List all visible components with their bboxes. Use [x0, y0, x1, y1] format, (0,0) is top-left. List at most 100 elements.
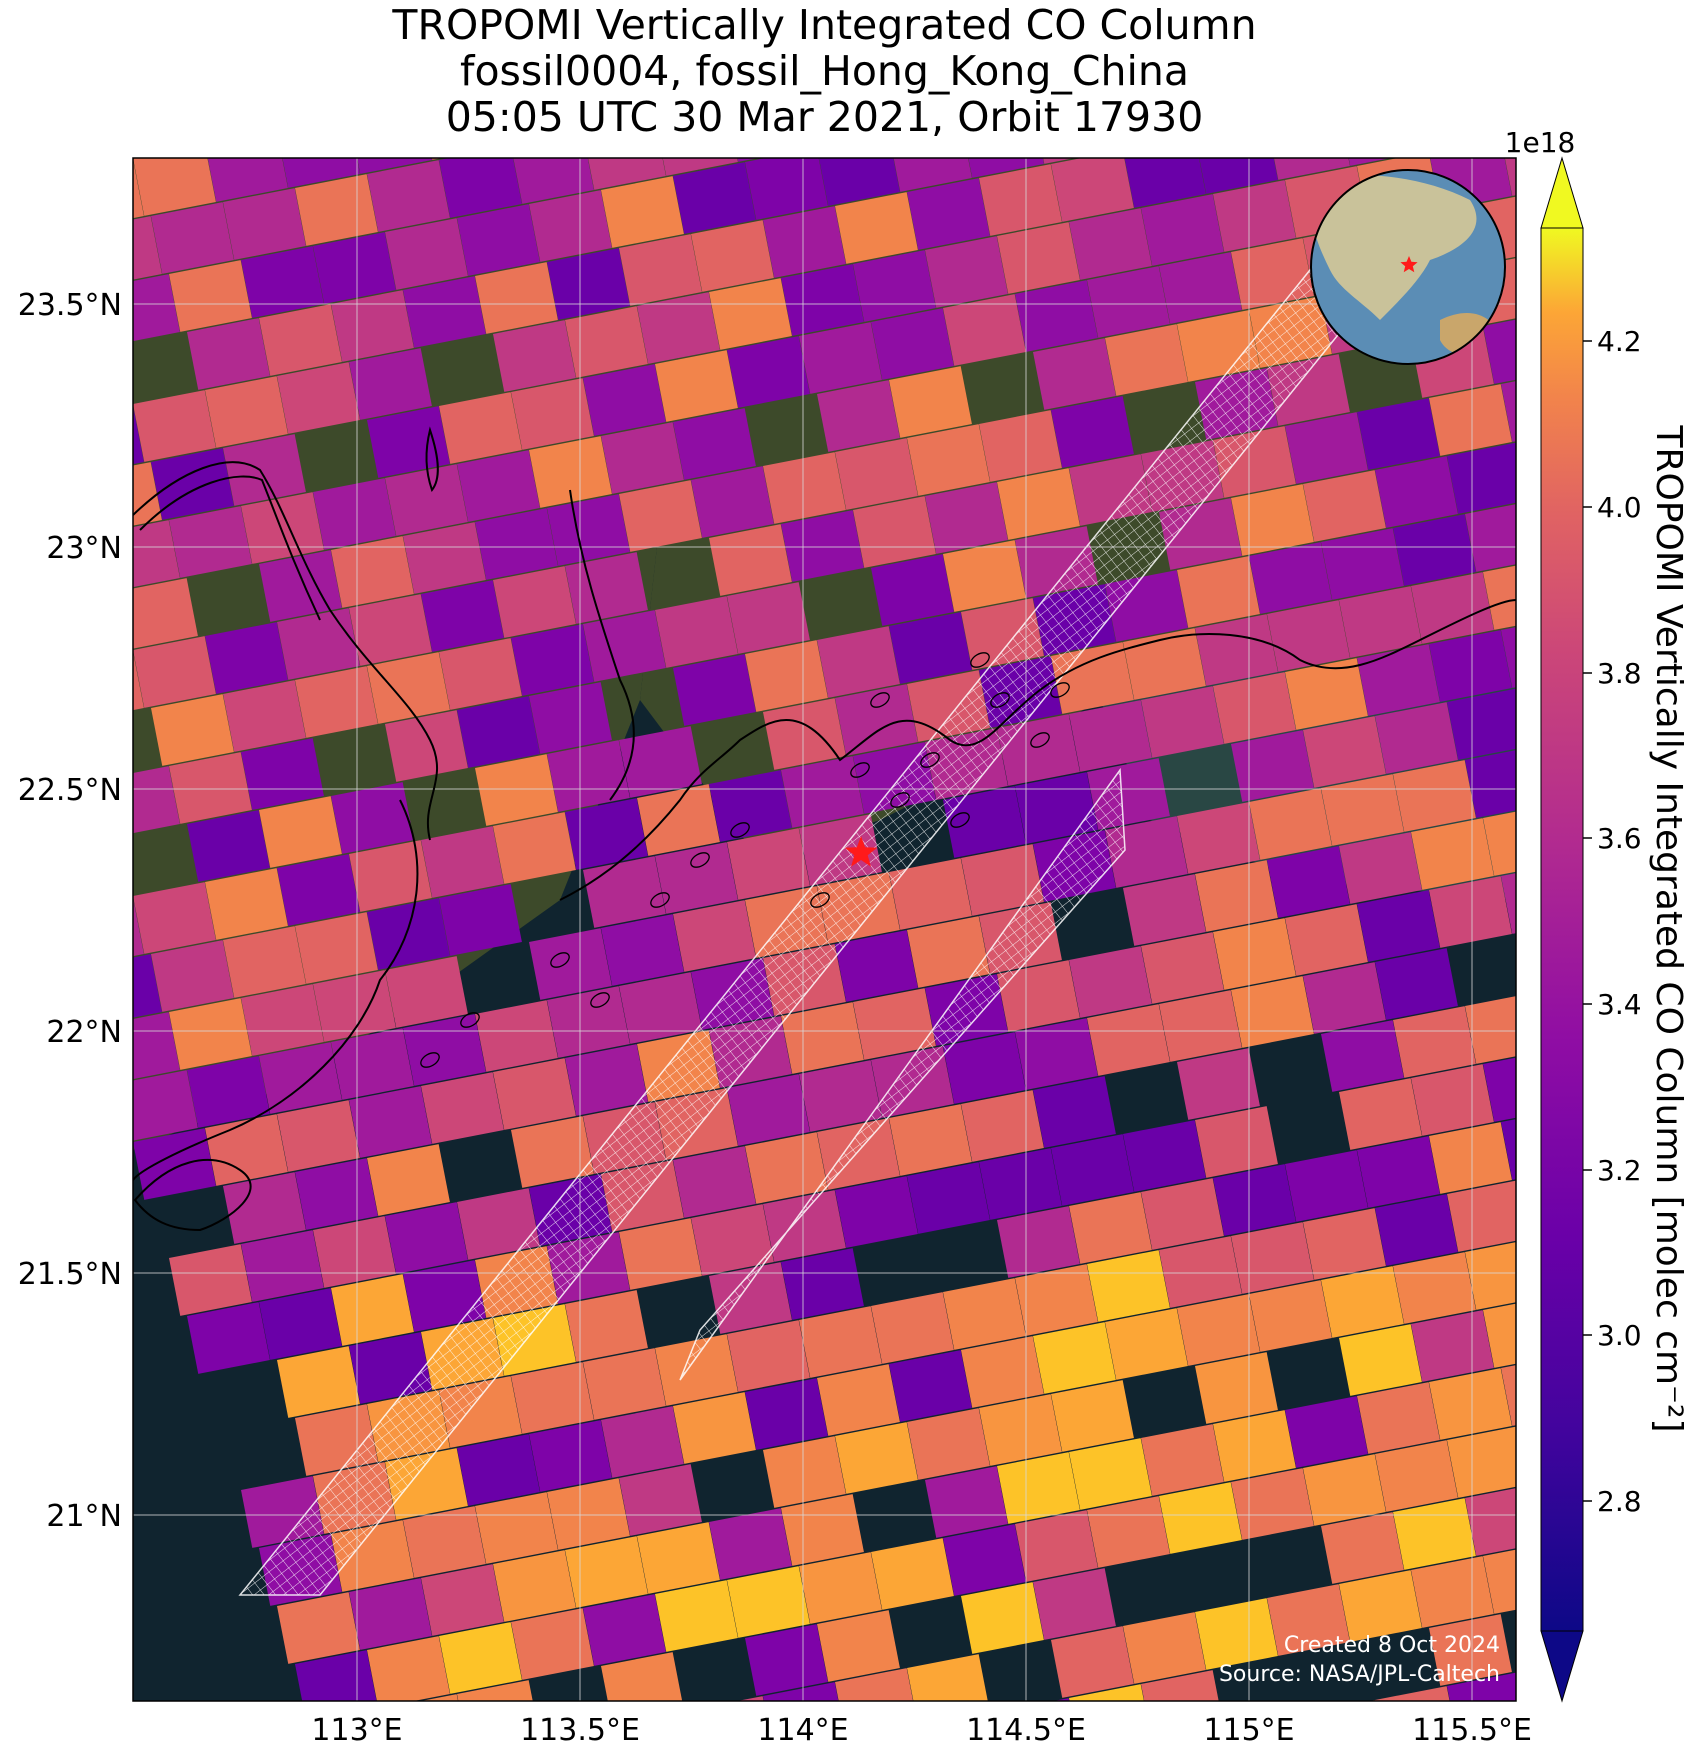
co-pixel	[151, 940, 234, 1012]
co-pixel	[421, 826, 504, 898]
co-pixel	[1339, 1078, 1422, 1150]
globe-asia-landmass	[1311, 175, 1477, 320]
co-pixel	[1051, 1134, 1134, 1206]
co-pixel	[924, 1466, 1008, 1538]
co-pixel	[1393, 1006, 1476, 1078]
co-pixel	[1159, 252, 1242, 324]
co-pixel	[169, 1244, 252, 1316]
co-pixel	[834, 1668, 918, 1701]
co-pixel	[1321, 528, 1404, 600]
co-pixel	[312, 232, 396, 304]
co-pixel	[1033, 1076, 1116, 1148]
co-pixel	[1393, 1498, 1476, 1570]
co-pixel	[816, 1364, 900, 1436]
co-pixel	[853, 496, 936, 568]
colorbar-extend-min	[1540, 1630, 1584, 1703]
co-pixel	[924, 482, 1008, 554]
longitude-tick-labels: 113°E 113.5°E 114°E 114.5°E 115°E 115.5°E	[311, 1713, 1532, 1748]
co-pixel	[817, 1610, 900, 1682]
co-pixel	[169, 260, 252, 332]
co-pixel	[943, 1032, 1026, 1104]
co-pixel	[942, 1524, 1026, 1596]
co-pixel	[258, 304, 342, 376]
co-pixel	[564, 798, 648, 870]
co-pixel	[817, 626, 900, 698]
island-outline	[920, 752, 940, 768]
co-pixel	[1122, 158, 1206, 208]
co-pixel	[1339, 832, 1422, 904]
co-pixel	[1159, 1236, 1242, 1308]
co-pixel	[510, 624, 594, 696]
co-pixel	[1267, 846, 1350, 918]
co-pixel	[763, 206, 846, 278]
co-pixel	[1087, 1496, 1170, 1568]
co-pixel	[457, 1434, 540, 1506]
co-pixel	[313, 1216, 396, 1288]
co-pixel	[1033, 338, 1116, 410]
co-pixel	[618, 234, 702, 306]
island-outline	[870, 692, 890, 708]
co-pixel	[223, 1172, 306, 1244]
co-pixel	[889, 366, 972, 438]
co-pixel	[1249, 542, 1332, 614]
co-pixel	[169, 506, 252, 578]
co-pixel	[852, 988, 936, 1060]
co-pixel	[709, 770, 792, 842]
co-pixel	[259, 1288, 342, 1360]
co-pixel	[1087, 1250, 1170, 1322]
credit-created: Created 8 Oct 2024	[1284, 1633, 1500, 1658]
co-pixel	[1339, 586, 1422, 658]
co-pixel	[241, 738, 324, 810]
co-pixel	[1051, 396, 1134, 468]
island-outline	[850, 762, 870, 778]
co-pixel	[1033, 1568, 1116, 1640]
co-pixel	[547, 986, 630, 1058]
co-pixel	[1447, 688, 1516, 760]
latitude-tick-labels: 23.5°N 23°N 22.5°N 22°N 21.5°N 21°N	[18, 288, 122, 1534]
lon-tick-label: 114°E	[757, 1713, 848, 1748]
co-pixel	[1321, 1266, 1404, 1338]
co-pixel	[1249, 788, 1332, 860]
co-pixel	[1069, 700, 1152, 772]
co-pixel	[1429, 1368, 1512, 1440]
co-pixel	[763, 1682, 846, 1701]
co-pixel	[1429, 876, 1512, 948]
co-pixel	[258, 1042, 342, 1114]
co-pixel	[1014, 1264, 1098, 1336]
co-pixel	[1447, 1672, 1516, 1701]
island-outlines	[420, 652, 1070, 1068]
co-pixel	[1303, 470, 1386, 542]
co-pixel	[133, 1012, 180, 1084]
island-outline	[420, 1052, 440, 1068]
map-title-line2: fossil0004, fossil_Hong_Kong_China	[460, 47, 1189, 95]
co-pixel	[1267, 600, 1350, 672]
lon-tick-label: 114.5°E	[966, 1713, 1086, 1748]
co-pixel	[421, 158, 504, 160]
co-pixel	[744, 1132, 828, 1204]
co-pixel	[637, 292, 720, 364]
island-outline	[990, 692, 1010, 708]
co-pixel	[835, 1176, 918, 1248]
co-pixel	[1447, 442, 1516, 514]
co-pixel	[834, 438, 918, 510]
colorbar-tick-label: 3.4	[1597, 988, 1642, 1021]
co-pixel	[1212, 1410, 1296, 1482]
co-pixel	[1393, 514, 1476, 586]
co-pixel	[133, 216, 162, 288]
co-pixel	[169, 998, 252, 1070]
co-pixel	[1033, 158, 1116, 164]
co-pixel	[691, 466, 774, 538]
co-pixel	[618, 972, 702, 1044]
co-pixel	[331, 1028, 414, 1100]
co-pixel	[511, 1362, 594, 1434]
co-pixel	[1357, 644, 1440, 716]
co-pixel	[1321, 1020, 1404, 1092]
co-pixel	[1231, 484, 1314, 556]
co-pixel	[1339, 1324, 1422, 1396]
co-pixel	[493, 1058, 576, 1130]
co-pixel	[1429, 1122, 1512, 1194]
co-pixel	[133, 1070, 198, 1142]
co-pixel	[1483, 1050, 1516, 1122]
co-pixel	[1285, 658, 1368, 730]
